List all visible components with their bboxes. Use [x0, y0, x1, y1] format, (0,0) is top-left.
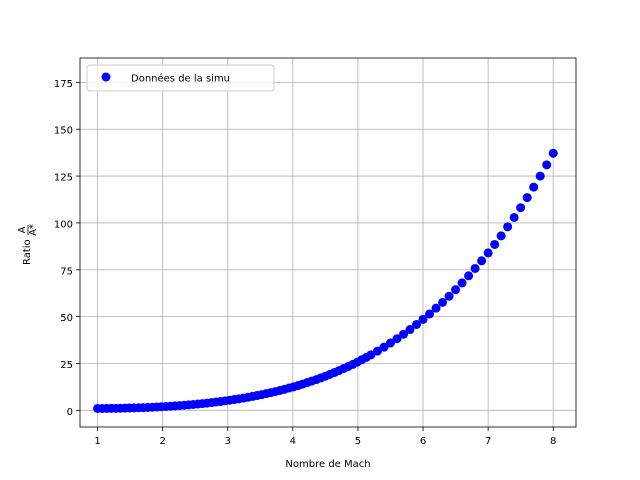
- y-axis-label-prefix: Ratio: [22, 239, 33, 265]
- data-point: [516, 203, 526, 213]
- y-axis-label-numerator: A: [17, 226, 28, 233]
- data-point: [392, 334, 402, 344]
- data-points: [93, 148, 558, 413]
- data-point: [477, 256, 487, 266]
- data-point: [548, 148, 558, 158]
- data-point: [399, 329, 409, 339]
- y-tick-label: 125: [54, 173, 73, 184]
- y-tick-label: 25: [60, 360, 73, 371]
- data-point: [444, 291, 454, 301]
- legend-marker: [101, 72, 111, 82]
- x-tick-label: 1: [94, 436, 100, 447]
- data-point: [372, 346, 382, 356]
- data-point: [496, 231, 506, 241]
- y-tick-label: 0: [67, 407, 73, 418]
- data-point: [379, 342, 389, 352]
- y-axis-label-denominator: A*: [28, 224, 39, 236]
- data-point: [490, 239, 500, 249]
- x-tick-label: 7: [485, 436, 491, 447]
- data-point: [438, 297, 448, 307]
- data-point: [412, 319, 422, 329]
- y-tick-label: 150: [54, 126, 73, 137]
- data-point: [464, 271, 474, 281]
- data-point: [535, 171, 545, 181]
- x-tick-label: 4: [290, 436, 296, 447]
- y-tick-label: 75: [60, 266, 73, 277]
- y-tick-label: 175: [54, 79, 73, 90]
- y-axis-label: Ratio A A*: [17, 224, 39, 265]
- y-axis: 0 25 50 75 100 125 150 175: [54, 79, 80, 418]
- x-tick-label: 6: [420, 436, 426, 447]
- x-tick-label: 3: [225, 436, 231, 447]
- data-point: [470, 263, 480, 273]
- x-tick-label: 2: [159, 436, 165, 447]
- data-point: [385, 338, 395, 348]
- data-point: [405, 325, 415, 335]
- data-point: [529, 182, 539, 192]
- legend-label: Données de la simu: [131, 73, 230, 85]
- data-point: [418, 314, 428, 324]
- data-point: [483, 248, 493, 258]
- data-point: [457, 278, 467, 288]
- data-point: [425, 309, 435, 319]
- data-point: [451, 285, 461, 295]
- data-point: [366, 350, 376, 360]
- data-point: [542, 160, 552, 170]
- data-point: [503, 222, 513, 232]
- x-axis-label: Nombre de Mach: [285, 459, 370, 470]
- x-tick-label: 5: [355, 436, 361, 447]
- data-point: [522, 193, 532, 203]
- legend-box: [86, 64, 275, 92]
- y-tick-label: 50: [60, 313, 73, 324]
- data-point: [509, 212, 519, 222]
- data-point: [431, 303, 441, 313]
- y-tick-label: 100: [54, 219, 73, 230]
- legend: Données de la simu: [86, 64, 275, 92]
- plot-frame: [79, 57, 577, 428]
- x-tick-label: 8: [550, 436, 556, 447]
- x-axis: 1 2 3 4 5 6 7 8: [94, 427, 556, 447]
